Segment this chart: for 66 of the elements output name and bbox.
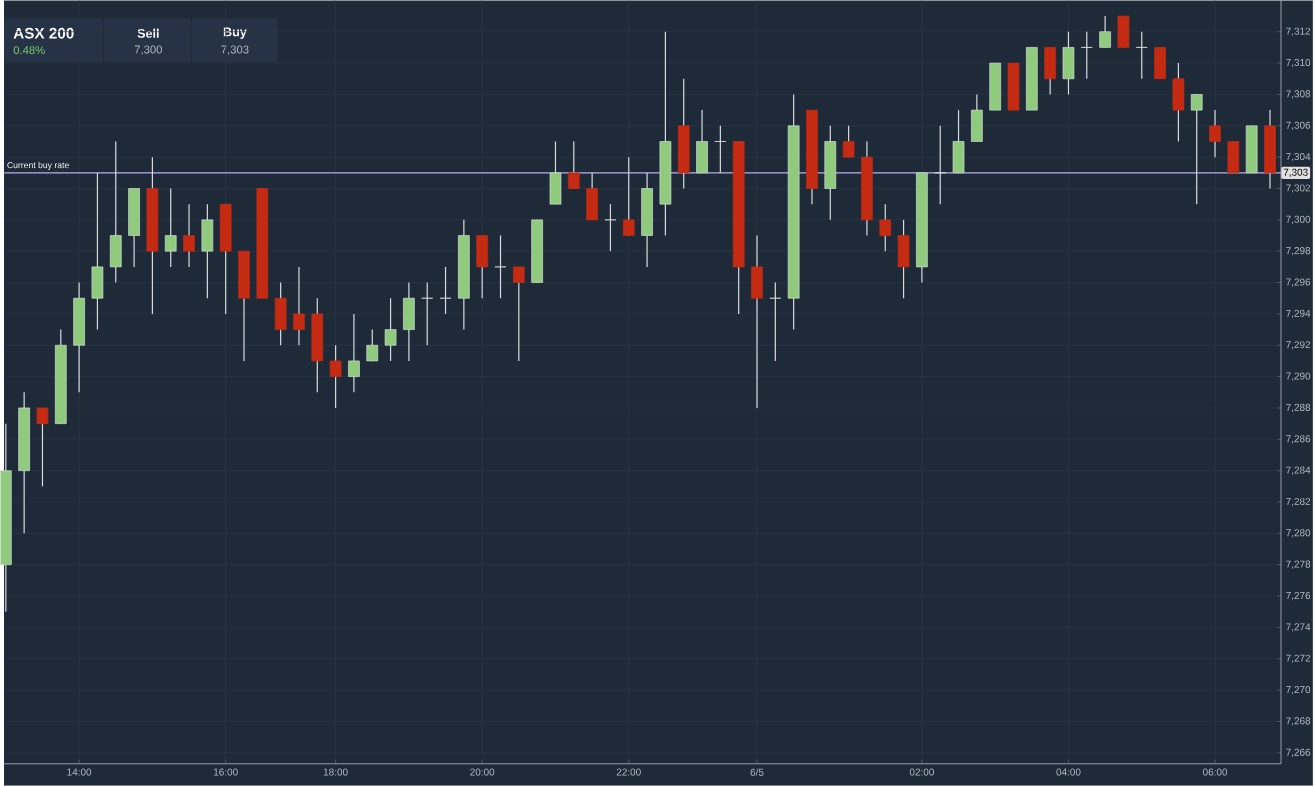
y-tick-label: 7,302 xyxy=(1286,184,1311,193)
candlestick xyxy=(348,313,360,394)
candlestick xyxy=(384,297,397,362)
x-tick-label: 20:00 xyxy=(470,768,495,776)
text: ASX 200 xyxy=(13,27,74,39)
y-tick-label: 7,268 xyxy=(1286,717,1311,726)
x-tick-label: 06:00 xyxy=(1202,768,1228,776)
annotation: Buy xyxy=(223,27,247,40)
candlestick xyxy=(421,282,434,346)
y-tick-label: 7,282 xyxy=(1286,498,1311,507)
y-tick-label: 7,290 xyxy=(1286,372,1311,381)
candlestick xyxy=(36,407,49,488)
candlestick xyxy=(567,141,580,190)
candlestick xyxy=(1190,93,1203,205)
candlestick xyxy=(366,329,379,362)
y-tick-label: 7,300 xyxy=(1286,215,1311,225)
candlestick xyxy=(329,344,342,409)
candlestick xyxy=(842,125,855,158)
y-tick-label: 7,304 xyxy=(1286,153,1311,162)
y-tick-label: 7,276 xyxy=(1286,592,1311,601)
candlestick xyxy=(164,188,177,268)
annotation: 7,303 xyxy=(221,45,249,55)
candlestick xyxy=(714,125,727,174)
x-tick-label: 22:00 xyxy=(616,768,641,776)
candlestick xyxy=(1209,109,1221,158)
y-tick-label: 7,266 xyxy=(1286,748,1311,758)
annotation: Sell xyxy=(137,28,159,39)
y-tick-label: 7,310 xyxy=(1286,59,1311,68)
y-tick-label: 7,288 xyxy=(1286,403,1311,413)
candlestick xyxy=(769,282,782,362)
y-tick-label: 7,270 xyxy=(1286,686,1311,695)
candlestick xyxy=(1135,31,1148,80)
x-tick-label: 02:00 xyxy=(909,768,934,776)
annotation: 7,300 xyxy=(134,45,162,55)
candlestick xyxy=(513,266,525,362)
candlestick xyxy=(439,266,452,315)
x-tick-label: 18:00 xyxy=(323,768,348,776)
candlestick xyxy=(604,203,617,252)
y-tick-label: 7,272 xyxy=(1286,654,1311,664)
y-tick-label: 7,294 xyxy=(1286,309,1311,319)
x-tick-label: 14:00 xyxy=(67,768,92,776)
y-tick-label: 7,274 xyxy=(1286,623,1311,632)
x-tick-label: 6/5 xyxy=(750,768,764,776)
y-tick-label: 7,312 xyxy=(1286,27,1311,36)
candlestick xyxy=(879,203,892,252)
candlestick xyxy=(293,266,305,346)
x-tick-label: 04:00 xyxy=(1056,768,1081,776)
candlestick xyxy=(494,235,507,299)
y-tick-label: 7,278 xyxy=(1286,560,1311,569)
y-tick-label: 7,298 xyxy=(1286,247,1311,256)
y-tick-label: 7,296 xyxy=(1286,278,1311,287)
text: 0.48% xyxy=(13,46,45,55)
y-tick-label: 7,306 xyxy=(1286,121,1311,131)
candlestick xyxy=(1099,15,1111,49)
y-tick-label: 7,286 xyxy=(1286,435,1311,444)
candlestick xyxy=(1080,31,1093,80)
candlestick xyxy=(934,125,947,205)
annotation: 7,303 xyxy=(1283,168,1308,178)
y-tick-label: 7,292 xyxy=(1286,341,1311,350)
y-tick-label: 7,284 xyxy=(1286,466,1311,475)
y-tick-label: 7,280 xyxy=(1286,529,1311,538)
y-tick-label: 7,308 xyxy=(1286,90,1311,99)
candlestick xyxy=(622,156,635,237)
candlestick xyxy=(183,203,195,268)
x-tick-label: 16:00 xyxy=(213,768,238,776)
ref-line-label: Current buy rate xyxy=(7,162,69,171)
